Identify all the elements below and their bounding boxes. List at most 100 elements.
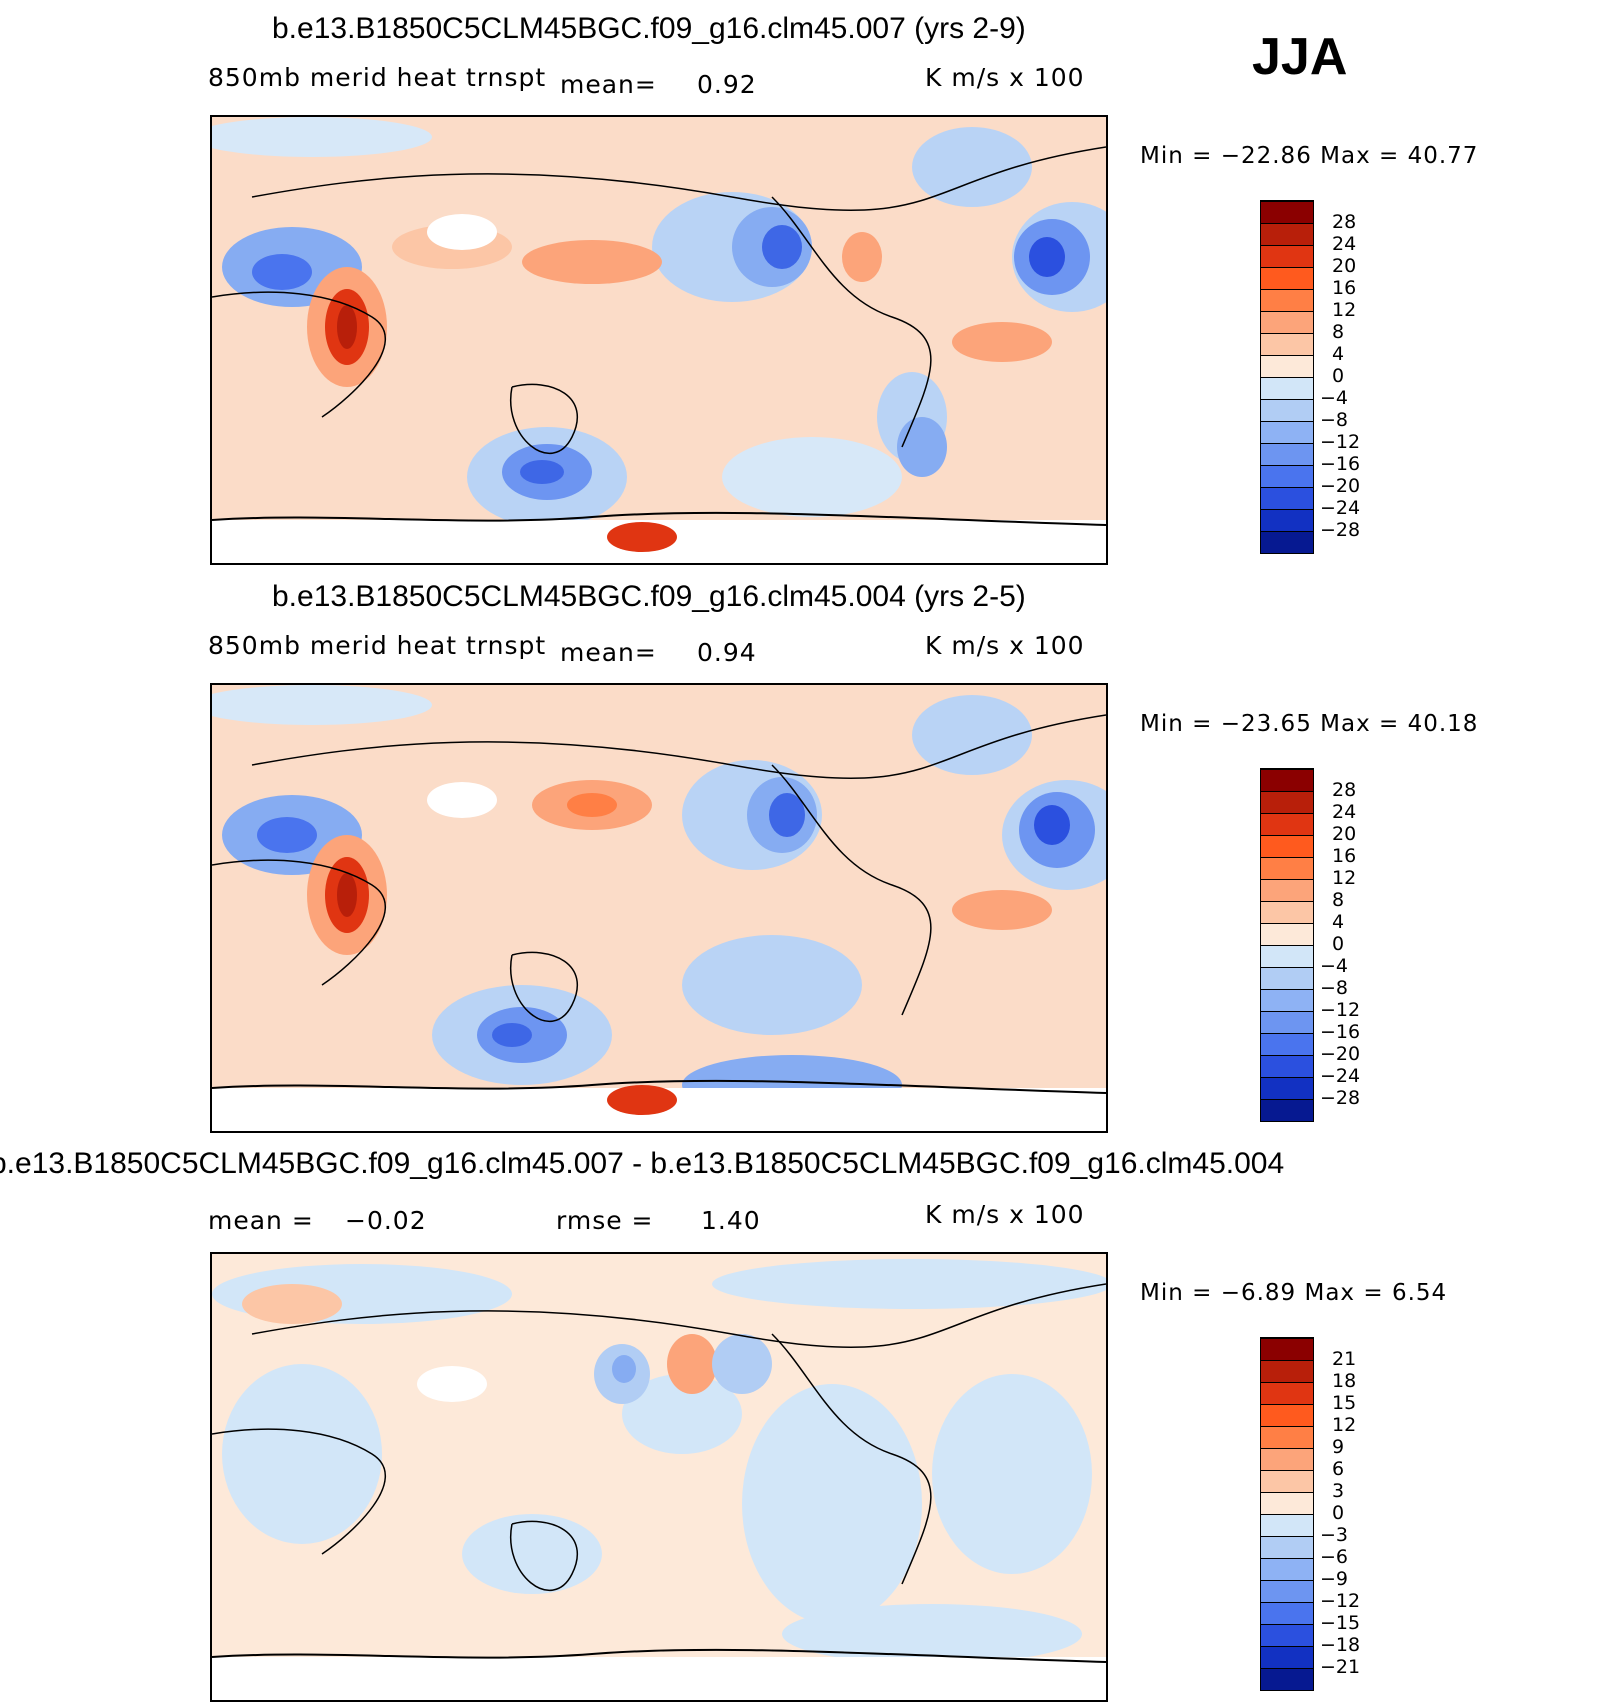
colorbar-tick-label: 3 — [1332, 1480, 1345, 1502]
colorbar-tick-label: 0 — [1332, 1502, 1345, 1524]
colorbar-tick-label: 8 — [1332, 889, 1345, 911]
colorbar-tick-label: −28 — [1320, 1087, 1361, 1109]
colorbar-swatch — [1261, 1624, 1313, 1646]
colorbar-swatch — [1261, 377, 1313, 399]
panel2-map — [210, 683, 1108, 1133]
colorbar-tick-label: −8 — [1320, 977, 1349, 999]
colorbar-swatch — [1261, 333, 1313, 355]
colorbar-swatch — [1261, 1646, 1313, 1668]
colorbar-swatch — [1261, 1011, 1313, 1033]
colorbar-swatch — [1261, 1448, 1313, 1470]
colorbar-swatch — [1261, 465, 1313, 487]
panel2-minmax: Min = −23.65 Max = 40.18 — [1140, 711, 1479, 737]
colorbar-tick-label: 12 — [1332, 867, 1357, 889]
colorbar-tick-label: −24 — [1320, 1065, 1361, 1087]
panel1-colorbar — [1260, 200, 1314, 554]
colorbar-swatch — [1261, 1492, 1313, 1514]
panel2-mean-label: mean= — [560, 638, 657, 667]
colorbar-swatch — [1261, 267, 1313, 289]
panel1-units: K m/s x 100 — [925, 63, 1085, 92]
colorbar-swatch — [1261, 421, 1313, 443]
colorbar-tick-label: 8 — [1332, 321, 1345, 343]
colorbar-tick-label: −12 — [1320, 431, 1361, 453]
colorbar-tick-label: 28 — [1332, 211, 1357, 233]
colorbar-tick-label: −24 — [1320, 497, 1361, 519]
colorbar-swatch — [1261, 245, 1313, 267]
panel1-map — [210, 115, 1108, 565]
colorbar-swatch — [1261, 1360, 1313, 1382]
panel1-mean-value: 0.92 — [697, 70, 757, 99]
colorbar-tick-label: 12 — [1332, 299, 1357, 321]
colorbar-swatch — [1261, 1558, 1313, 1580]
colorbar-tick-label: 18 — [1332, 1370, 1357, 1392]
colorbar-tick-label: 0 — [1332, 933, 1345, 955]
panel2-units: K m/s x 100 — [925, 631, 1085, 660]
panel1-mean-label: mean= — [560, 70, 657, 99]
colorbar-swatch — [1261, 1580, 1313, 1602]
colorbar-tick-label: 6 — [1332, 1458, 1345, 1480]
colorbar-tick-label: −9 — [1320, 1568, 1349, 1590]
colorbar-tick-label: 12 — [1332, 1414, 1357, 1436]
colorbar-swatch — [1261, 1668, 1313, 1690]
colorbar-tick-label: −3 — [1320, 1524, 1349, 1546]
colorbar-swatch — [1261, 1426, 1313, 1448]
panel1-minmax: Min = −22.86 Max = 40.77 — [1140, 143, 1479, 169]
colorbar-swatch — [1261, 791, 1313, 813]
colorbar-swatch — [1261, 857, 1313, 879]
colorbar-swatch — [1261, 487, 1313, 509]
colorbar-swatch — [1261, 1514, 1313, 1536]
colorbar-tick-label: 4 — [1332, 343, 1345, 365]
colorbar-tick-label: 20 — [1332, 255, 1357, 277]
colorbar-swatch — [1261, 835, 1313, 857]
colorbar-tick-label: −21 — [1320, 1656, 1361, 1678]
colorbar-swatch — [1261, 201, 1313, 223]
panel1-variable: 850mb merid heat trnspt — [208, 63, 547, 92]
colorbar-tick-label: 15 — [1332, 1392, 1357, 1414]
colorbar-tick-label: 0 — [1332, 365, 1345, 387]
colorbar-tick-label: 21 — [1332, 1348, 1357, 1370]
colorbar-swatch — [1261, 311, 1313, 333]
colorbar-tick-label: 24 — [1332, 801, 1357, 823]
colorbar-swatch — [1261, 1470, 1313, 1492]
colorbar-tick-label: −20 — [1320, 475, 1361, 497]
colorbar-tick-label: 16 — [1332, 277, 1357, 299]
colorbar-tick-label: −20 — [1320, 1043, 1361, 1065]
colorbar-swatch — [1261, 1338, 1313, 1360]
colorbar-tick-label: −6 — [1320, 1546, 1349, 1568]
colorbar-tick-label: −12 — [1320, 999, 1361, 1021]
colorbar-swatch — [1261, 289, 1313, 311]
colorbar-tick-label: −4 — [1320, 387, 1349, 409]
panel3-map — [210, 1252, 1108, 1702]
colorbar-swatch — [1261, 813, 1313, 835]
colorbar-swatch — [1261, 531, 1313, 553]
colorbar-swatch — [1261, 1536, 1313, 1558]
colorbar-tick-label: −15 — [1320, 1612, 1361, 1634]
colorbar-tick-label: −8 — [1320, 409, 1349, 431]
colorbar-swatch — [1261, 443, 1313, 465]
season-label: JJA — [1252, 28, 1348, 86]
colorbar-swatch — [1261, 1404, 1313, 1426]
colorbar-swatch — [1261, 989, 1313, 1011]
colorbar-swatch — [1261, 769, 1313, 791]
colorbar-tick-label: −18 — [1320, 1634, 1361, 1656]
colorbar-swatch — [1261, 1033, 1313, 1055]
panel3-mean-value: −0.02 — [345, 1206, 427, 1235]
colorbar-swatch — [1261, 355, 1313, 377]
panel3-mean-label: mean = — [208, 1206, 314, 1235]
colorbar-swatch — [1261, 1602, 1313, 1624]
colorbar-swatch — [1261, 223, 1313, 245]
colorbar-swatch — [1261, 1055, 1313, 1077]
colorbar-tick-label: −4 — [1320, 955, 1349, 977]
colorbar-tick-label: 16 — [1332, 845, 1357, 867]
panel2-variable: 850mb merid heat trnspt — [208, 631, 547, 660]
panel2-mean-value: 0.94 — [697, 638, 757, 667]
colorbar-tick-label: 9 — [1332, 1436, 1345, 1458]
panel2-title: b.e13.B1850C5CLM45BGC.f09_g16.clm45.004 … — [272, 580, 1026, 613]
colorbar-tick-label: 28 — [1332, 779, 1357, 801]
colorbar-tick-label: 4 — [1332, 911, 1345, 933]
colorbar-tick-label: −28 — [1320, 519, 1361, 541]
colorbar-swatch — [1261, 399, 1313, 421]
colorbar-swatch — [1261, 1077, 1313, 1099]
panel3-rmse-value: 1.40 — [701, 1206, 761, 1235]
colorbar-tick-label: −16 — [1320, 1021, 1361, 1043]
